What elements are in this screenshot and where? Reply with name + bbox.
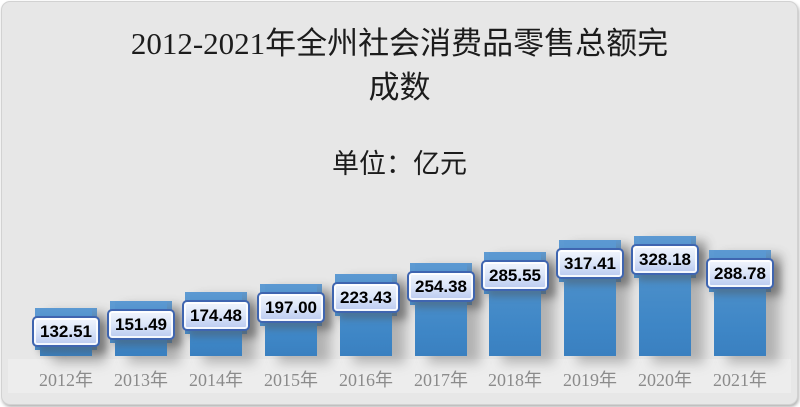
value-label: 174.48 [182,300,250,331]
value-label: 197.00 [257,292,325,323]
x-axis-label: 2016年 [339,370,393,390]
chart-title: 2012-2021年全州社会消费品零售总额完 成数 [2,22,797,110]
x-axis-label: 2014年 [189,370,243,390]
bar-group: 132.51 [32,308,100,356]
bar-group: 151.49 [107,301,175,356]
x-axis-label: 2017年 [414,370,468,390]
bar-group: 317.41 [556,240,624,356]
value-label: 285.55 [481,260,549,291]
bar-group: 288.78 [706,250,774,356]
x-axis-label: 2018年 [488,370,542,390]
bar-group: 223.43 [332,274,400,356]
value-label: 132.51 [32,316,100,347]
bar-group: 328.18 [631,236,699,356]
value-label: 288.78 [706,258,774,289]
x-axis-label: 2019年 [563,370,617,390]
chart-title-line2: 成数 [368,70,431,105]
value-label: 317.41 [556,248,624,279]
chart-unit-label: 单位：亿元 [332,149,467,179]
value-label: 151.49 [107,309,175,340]
x-axis-label: 2015年 [264,370,318,390]
chart-title-line1: 2012-2021年全州社会消费品零售总额完 [130,26,669,61]
x-axis-label: 2021年 [713,370,767,390]
bar-group: 174.48 [182,292,250,356]
x-axis-label: 2012年 [39,370,93,390]
value-label: 254.38 [407,271,475,302]
bar-group: 285.55 [481,252,549,356]
value-label: 328.18 [631,244,699,275]
bar-group: 254.38 [407,263,475,356]
x-axis-label: 2013年 [114,370,168,390]
axis-label-band [8,359,791,393]
value-label: 223.43 [332,282,400,313]
bar-group: 197.00 [257,284,325,356]
x-axis-label: 2020年 [638,370,692,390]
